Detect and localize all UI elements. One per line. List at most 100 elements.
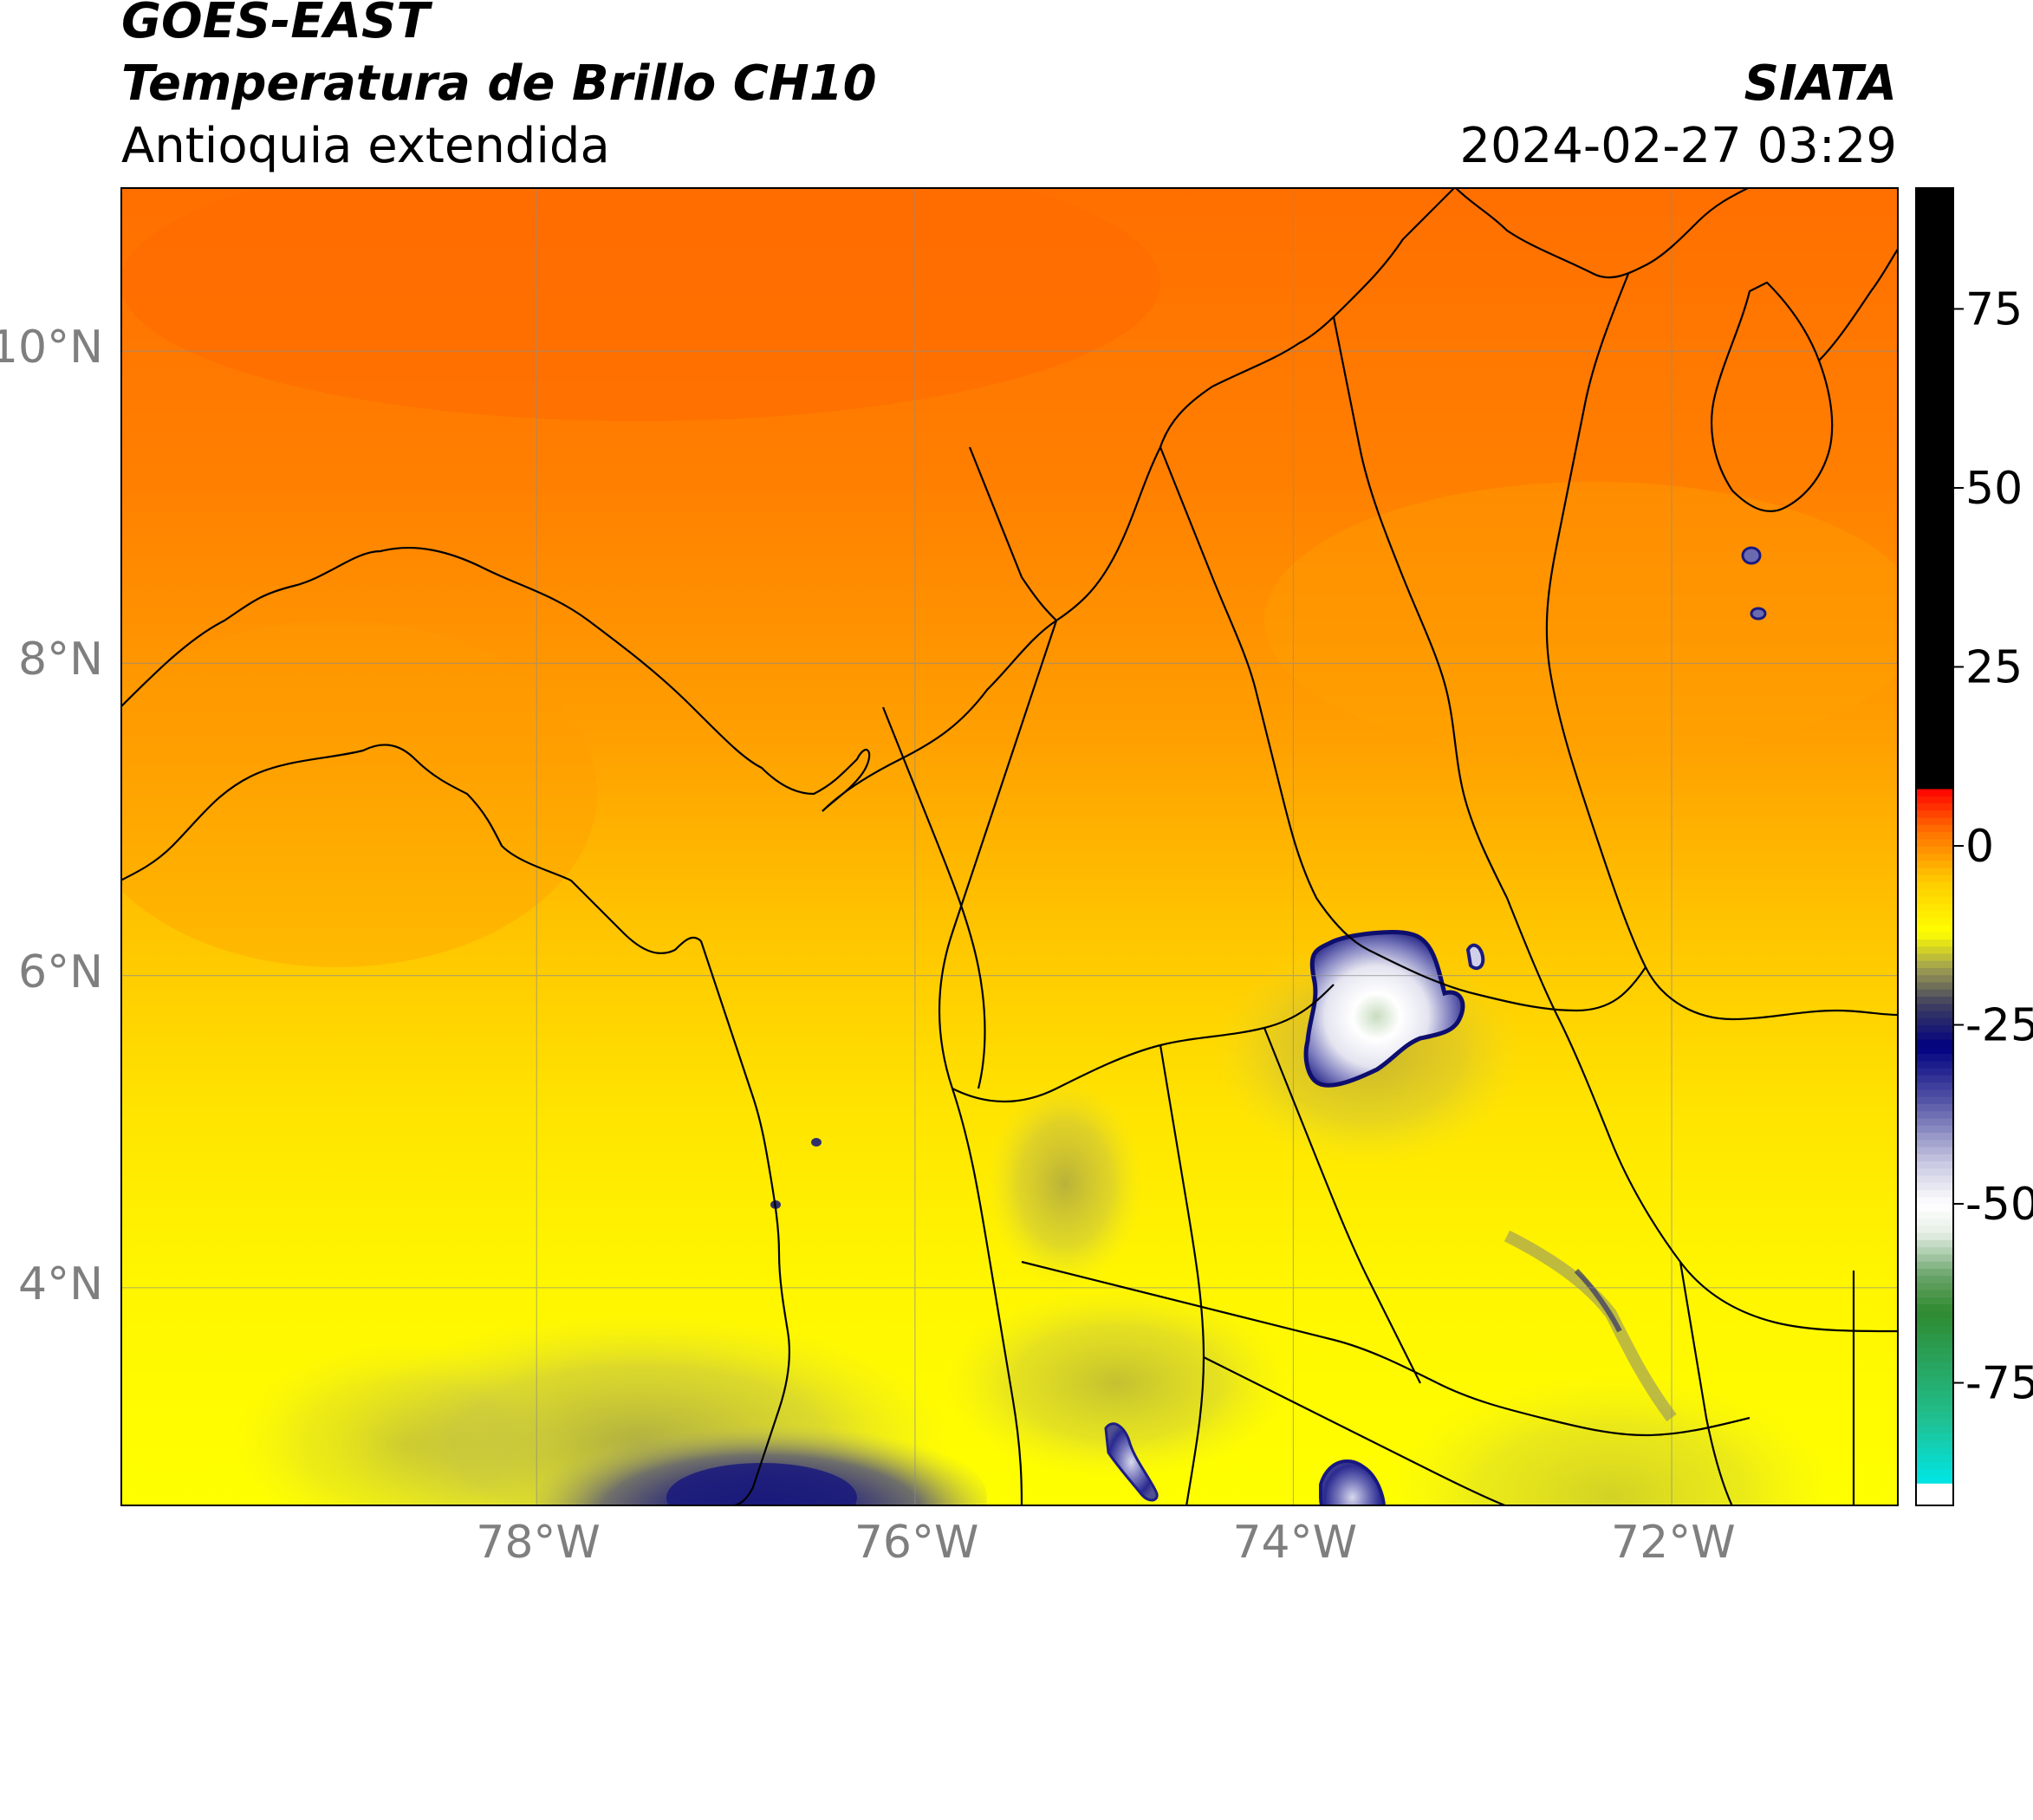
colorbar-strip <box>1916 910 1953 919</box>
colorbar-strip <box>1916 1275 1953 1284</box>
colorbar-strip <box>1916 1024 1953 1033</box>
colorbar-strip <box>1916 373 1953 381</box>
colorbar-strip <box>1916 251 1953 260</box>
colorbar-strip <box>1916 838 1953 847</box>
timestamp: 2024-02-27 03:29 <box>1459 118 1897 174</box>
colorbar-strip <box>1916 509 1953 517</box>
colorbar-strip <box>1916 1110 1953 1119</box>
colorbar-strip <box>1916 1418 1953 1427</box>
colorbar-strip <box>1916 702 1953 711</box>
colorbar-strip <box>1916 330 1953 339</box>
lon-tick-label: 78°W <box>476 1517 601 1569</box>
colorbar-strip <box>1916 803 1953 811</box>
colorbar-strip <box>1916 1261 1953 1269</box>
colorbar-strip <box>1916 1003 1953 1011</box>
colorbar-strip <box>1916 487 1953 496</box>
colorbar-strip <box>1916 860 1953 868</box>
colorbar-strip <box>1916 1433 1953 1441</box>
colorbar-strip <box>1916 359 1953 367</box>
colorbar-strip <box>1916 831 1953 840</box>
colorbar-tick-label: -75 <box>1965 1358 2033 1410</box>
colorbar-tick-label: 0 <box>1965 821 1994 873</box>
colorbar-strip <box>1916 645 1953 653</box>
colorbar-strip <box>1916 1182 1953 1191</box>
colorbar-strip <box>1916 302 1953 310</box>
colorbar-strip <box>1916 194 1953 203</box>
colorbar-strip <box>1916 631 1953 640</box>
colorbar-strip <box>1916 1382 1953 1391</box>
colorbar-strip <box>1916 774 1953 783</box>
colorbar-strip <box>1916 996 1953 1004</box>
cloud-cell-cauca <box>1104 1422 1159 1502</box>
colorbar-strip <box>1916 731 1953 739</box>
colorbar-strip <box>1916 717 1953 725</box>
border-dept-11 <box>1203 1356 1508 1506</box>
colorbar-strip <box>1916 752 1953 761</box>
small-cloud-dot-1 <box>811 1138 822 1147</box>
colorbar-strip <box>1916 688 1953 697</box>
border-dept-13 <box>968 446 1057 621</box>
colorbar-strip <box>1916 932 1953 939</box>
colorbar-strip <box>1916 816 1953 825</box>
border-dept-4 <box>1332 316 1508 899</box>
colorbar-strip <box>1916 380 1953 388</box>
coastline-pacific-colombia <box>699 940 791 1506</box>
colorbar-strip <box>1916 1060 1953 1069</box>
colorbar-strip <box>1916 638 1953 647</box>
colorbar-strip <box>1916 853 1953 861</box>
colorbar-strip <box>1916 287 1953 296</box>
cloud-core-southwest <box>666 1463 857 1506</box>
colorbar-strip <box>1916 523 1953 532</box>
colorbar-strip <box>1916 438 1953 445</box>
coastline-panama-south <box>120 744 702 954</box>
colorbar-strip <box>1916 280 1953 289</box>
colorbar-strip <box>1916 423 1953 432</box>
storm-satellite-cell <box>1465 943 1485 971</box>
colorbar-strip <box>1916 724 1953 732</box>
colorbar-strip <box>1916 939 1953 947</box>
colorbar-strip <box>1916 1082 1953 1090</box>
colorbar-strip <box>1916 1253 1953 1262</box>
border-dept-16 <box>1437 1382 1750 1437</box>
colorbar-strip <box>1916 216 1953 224</box>
colorbar-strip <box>1916 681 1953 689</box>
coastline-guajira <box>1454 187 1750 279</box>
colorbar-strip <box>1916 903 1953 911</box>
colorbar-strip <box>1916 517 1953 524</box>
colorbar-strip <box>1916 208 1953 217</box>
colorbar-strip <box>1916 495 1953 504</box>
lat-tick-label: 4°N <box>18 1258 103 1310</box>
lake-maracaibo <box>1710 281 1834 512</box>
colorbar-strip <box>1916 1303 1953 1312</box>
colorbar-strip <box>1916 788 1953 796</box>
colorbar-strip <box>1916 1103 1953 1112</box>
colorbar-strip <box>1916 566 1953 575</box>
storm-cell-northeast-antioquia <box>1303 930 1465 1088</box>
colorbar-strip <box>1916 1332 1953 1341</box>
colorbar-strip <box>1916 1160 1953 1169</box>
colorbar-strip <box>1916 1167 1953 1176</box>
colorbar-strip <box>1916 1053 1953 1062</box>
colorbar-strip <box>1916 1189 1953 1198</box>
colorbar-strip <box>1916 609 1953 618</box>
colorbar-strip <box>1916 223 1953 231</box>
colorbar-strip <box>1916 952 1953 961</box>
organization-name: SIATA <box>1744 55 1897 112</box>
colorbar-tick-label: -25 <box>1965 1000 2033 1052</box>
product-title: Temperatura de Brillo CH10 <box>121 55 877 112</box>
colorbar-strip <box>1916 1046 1953 1055</box>
colorbar-strip <box>1916 187 1953 195</box>
colorbar-strip <box>1916 745 1953 754</box>
colorbar-strip <box>1916 545 1953 553</box>
cloud-streak-core <box>1574 1268 1622 1333</box>
colorbar-strip <box>1916 1239 1953 1248</box>
colorbar-strip <box>1916 759 1953 768</box>
colorbar-strip <box>1916 824 1953 833</box>
colorbar-strip <box>1916 874 1953 882</box>
lat-tick-label: 6°N <box>18 946 103 998</box>
colorbar-strip <box>1916 1318 1953 1327</box>
colorbar-strip <box>1916 595 1953 603</box>
colorbar-strip <box>1916 1354 1953 1362</box>
lon-tick-label: 76°W <box>854 1517 979 1569</box>
colorbar-strip <box>1916 1211 1953 1219</box>
